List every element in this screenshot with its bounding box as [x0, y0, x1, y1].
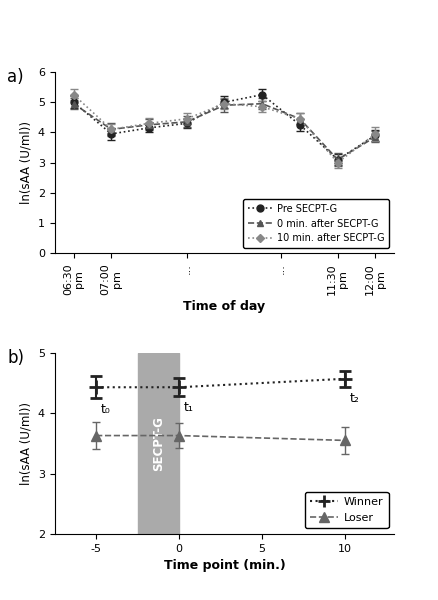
Legend: Winner, Loser: Winner, Loser: [304, 492, 389, 529]
Text: t₂: t₂: [350, 392, 359, 405]
Text: b): b): [7, 349, 24, 367]
X-axis label: Time point (min.): Time point (min.): [164, 559, 285, 572]
Text: a): a): [7, 68, 24, 86]
Legend: Pre SECPT-G, 0 min. after SECPT-G, 10 min. after SECPT-G: Pre SECPT-G, 0 min. after SECPT-G, 10 mi…: [243, 199, 389, 248]
X-axis label: Time of day: Time of day: [184, 300, 265, 313]
Text: t₀: t₀: [101, 403, 111, 416]
Y-axis label: ln(sAA (U/ml)): ln(sAA (U/ml)): [19, 402, 32, 485]
Text: t₁: t₁: [184, 401, 194, 415]
Text: SECPT-G: SECPT-G: [152, 416, 165, 471]
Bar: [138, 353, 179, 534]
Y-axis label: ln(sAA (U/ml)): ln(sAA (U/ml)): [19, 121, 32, 204]
